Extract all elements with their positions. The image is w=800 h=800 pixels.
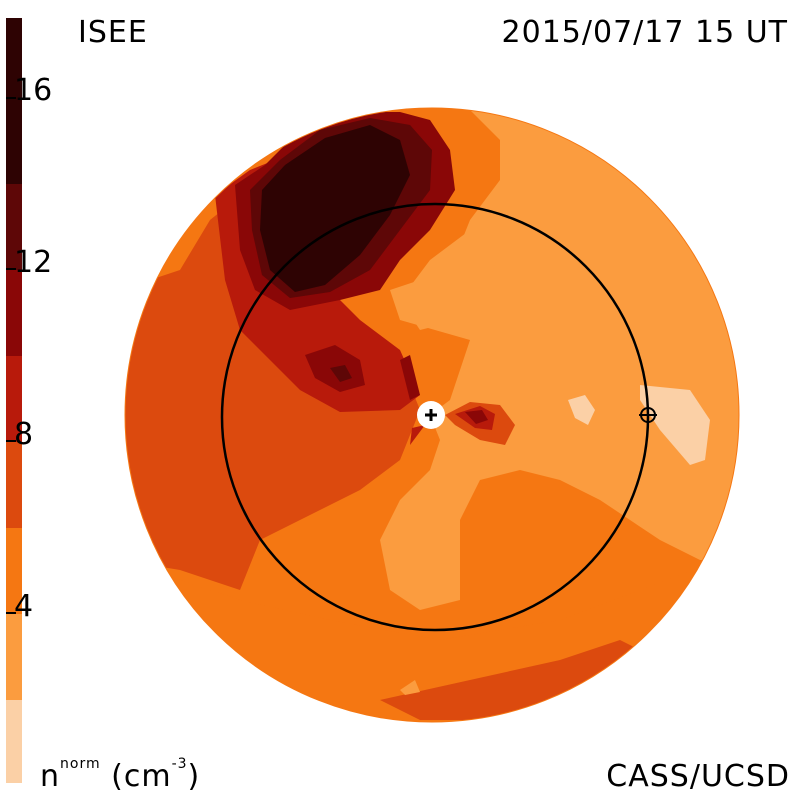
map-disk-edge: [124, 107, 740, 723]
colorbar-level-5: [6, 356, 22, 442]
unit-close: ): [187, 759, 201, 794]
contour-region: [410, 425, 425, 445]
colorbar-level-8: [6, 18, 22, 184]
colorbar-tick-label: 16: [14, 73, 53, 108]
colorbar-tick-mark: [6, 97, 16, 99]
colorbar-level-4: [6, 442, 22, 528]
colorbar-tick-label: 12: [14, 245, 53, 280]
quantity-symbol: n: [40, 759, 61, 794]
colorbar-level-6: [6, 270, 22, 356]
contour-region: [260, 125, 410, 292]
contour-region: [465, 410, 488, 424]
colorbar: [6, 18, 22, 783]
contour-region: [400, 355, 420, 400]
contour-region: [400, 680, 420, 695]
colorbar-tick-label: 8: [14, 417, 34, 452]
sun-marker: [417, 401, 445, 429]
unit-exponent: -3: [171, 756, 188, 772]
contour-region: [125, 160, 420, 590]
colorbar-tick-mark: [6, 440, 16, 442]
colorbar-tick-mark: [6, 268, 16, 270]
credit: CASS/UCSD: [606, 759, 790, 794]
timestamp: 2015/07/17 15 UT: [501, 15, 788, 50]
title-left: ISEE: [78, 15, 148, 50]
colorbar-unit-label: nnorm (cm-3): [40, 757, 200, 792]
colorbar-tick-label: 4: [14, 589, 34, 624]
quantity-superscript: norm: [60, 756, 101, 772]
contour-region: [330, 365, 352, 382]
colorbar-level-1: [6, 700, 22, 783]
colorbar-level-7: [6, 184, 22, 270]
colorbar-level-2: [6, 614, 22, 700]
unit-open: (cm: [111, 759, 172, 794]
contour-region: [400, 230, 500, 330]
contour-region: [568, 395, 595, 425]
colorbar-tick-mark: [6, 612, 16, 614]
earth-marker: [639, 406, 657, 424]
contour-region: [640, 385, 710, 465]
colorbar-level-3: [6, 528, 22, 614]
